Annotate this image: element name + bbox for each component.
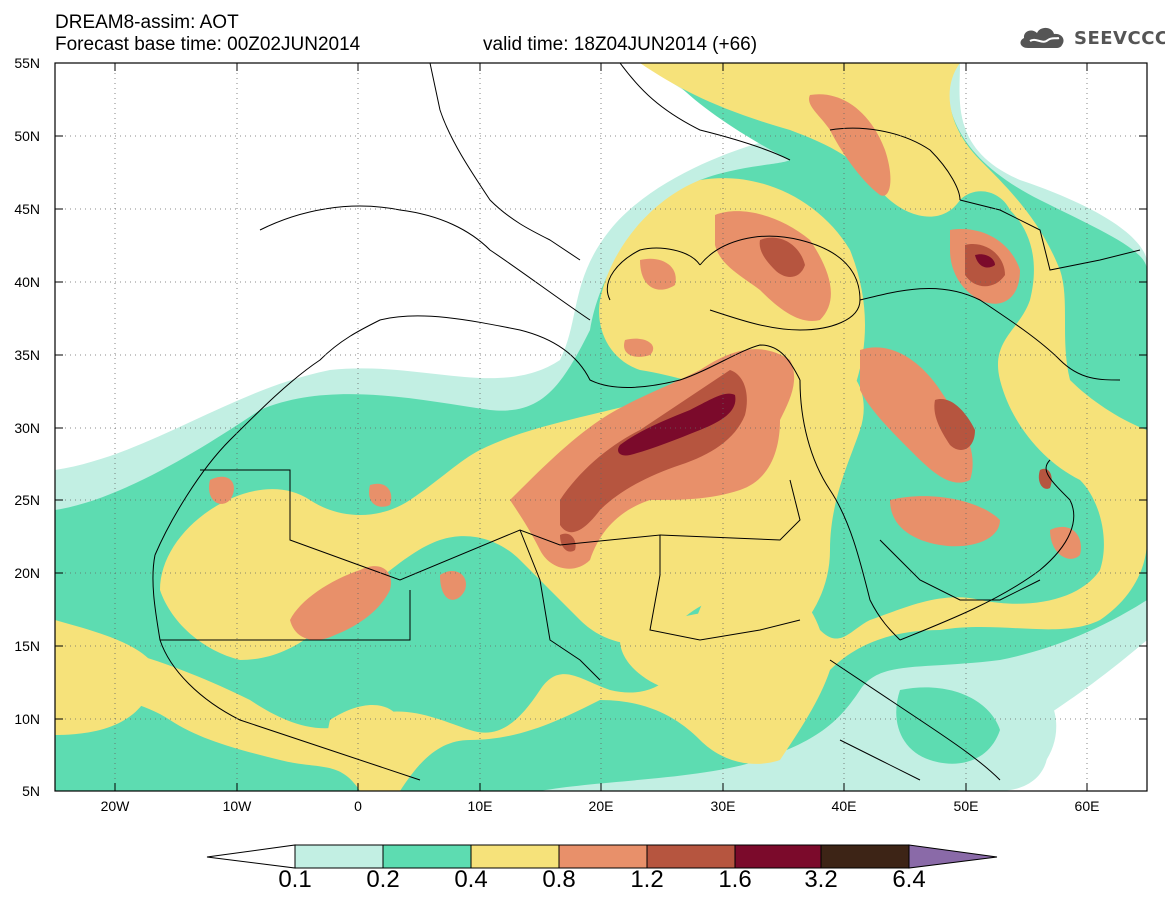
aot-field [55, 63, 1147, 791]
lat-label-10n: 10N [14, 711, 40, 727]
colorbar-under-arrow [206, 844, 296, 869]
colorbar-label-1.6: 1.6 [718, 866, 752, 893]
seevccc-logo: SEEVCCC [1016, 24, 1165, 52]
logo-text: SEEVCCC [1074, 27, 1165, 49]
lon-label-10e: 10E [467, 798, 493, 814]
colorbar-swatch-0.4-0.8 [470, 844, 560, 869]
lat-label-5n: 5N [22, 783, 40, 799]
colorbar-swatch-1.6-3.2 [734, 844, 822, 869]
aot-band-1.6 [618, 254, 995, 456]
cloud-icon [1020, 27, 1064, 48]
colorbar-label-0.8: 0.8 [542, 866, 576, 893]
colorbar-swatch-1.2-1.6 [646, 844, 736, 869]
lat-label-25n: 25N [14, 492, 40, 508]
lat-label-20n: 20N [14, 565, 40, 581]
lon-label-0: 0 [354, 798, 362, 814]
lon-label-30e: 30E [710, 798, 736, 814]
lon-label-20e: 20E [588, 798, 614, 814]
graticule [55, 63, 1147, 791]
colorbar-label-3.2: 3.2 [804, 866, 838, 893]
colorbar-swatch-0.2-0.4 [382, 844, 472, 869]
lat-label-15n: 15N [14, 638, 40, 654]
colorbar-label-1.2: 1.2 [630, 866, 664, 893]
valid-time: valid time: 18Z04JUN2014 (+66) [483, 34, 758, 55]
lat-label-35n: 35N [14, 347, 40, 363]
lon-label-50e: 50E [953, 798, 979, 814]
colorbar-swatch-0.1-0.2 [294, 844, 384, 869]
country-borders [152, 63, 1141, 781]
colorbar [206, 844, 998, 869]
map-title: DREAM8-assim: AOT [55, 12, 239, 33]
lon-label-60e: 60E [1074, 798, 1100, 814]
colorbar-label-0.1: 0.1 [278, 866, 312, 893]
colorbar-over-arrow [908, 844, 998, 869]
lat-label-30n: 30N [14, 420, 40, 436]
colorbar-swatch-0.8-1.2 [558, 844, 648, 869]
forecast-base-time: Forecast base time: 00Z02JUN2014 [55, 34, 361, 55]
lon-label-20w: 20W [100, 798, 130, 814]
lat-label-55n: 55N [14, 55, 40, 71]
colorbar-label-0.2: 0.2 [366, 866, 400, 893]
lat-label-50n: 50N [14, 128, 40, 144]
lon-label-10w: 10W [222, 798, 252, 814]
colorbar-label-0.4: 0.4 [454, 866, 488, 893]
colorbar-swatch-3.2-6.4 [820, 844, 910, 869]
lat-label-40n: 40N [14, 274, 40, 290]
axis-ticks [55, 62, 1147, 791]
lat-label-45n: 45N [14, 201, 40, 217]
lon-label-40e: 40E [831, 798, 857, 814]
colorbar-label-6.4: 6.4 [892, 866, 926, 893]
